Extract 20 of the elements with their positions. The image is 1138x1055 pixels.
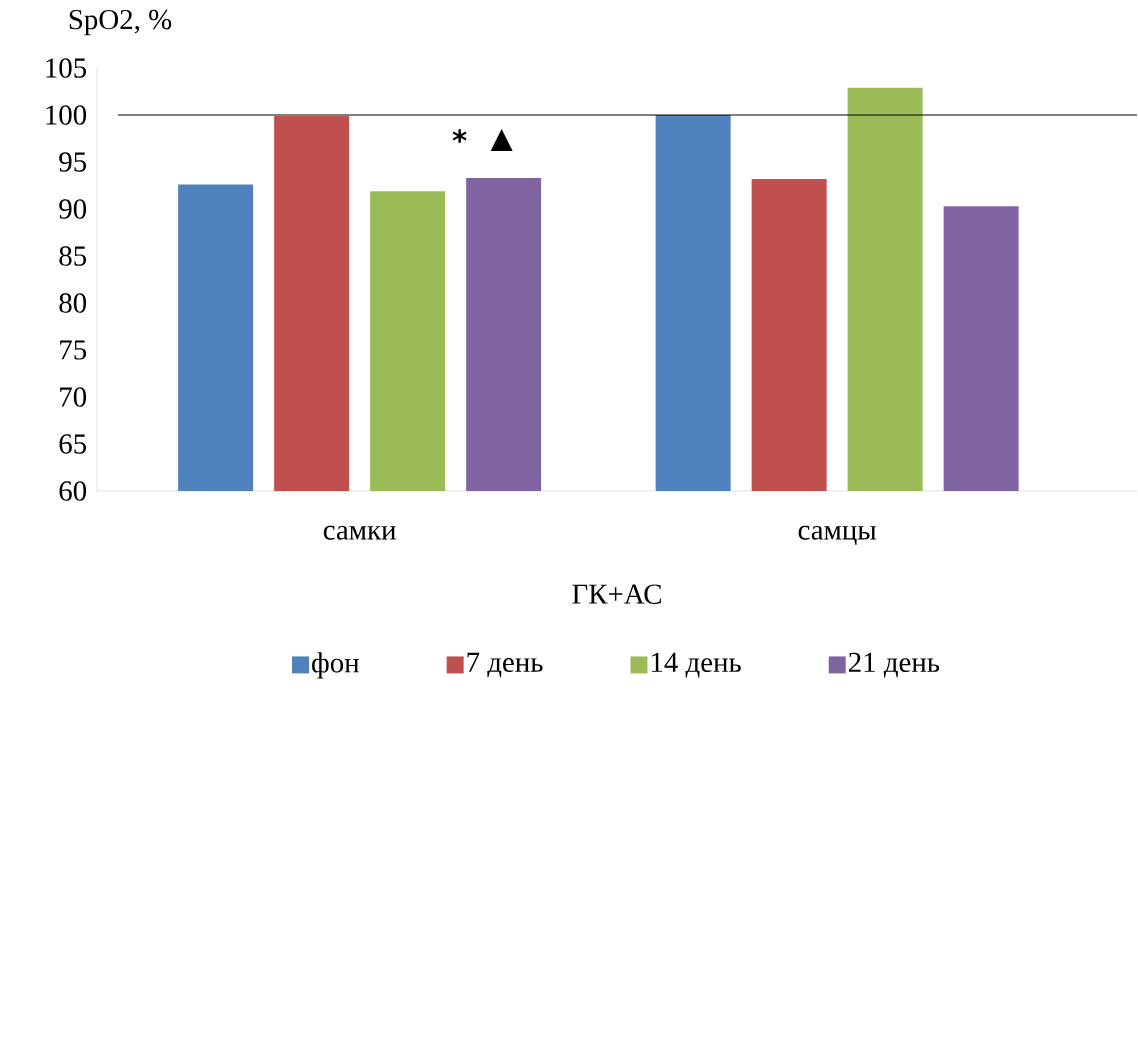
x-tick-label: самки: [323, 525, 396, 540]
legend-label: 7 день: [467, 652, 543, 678]
x-axis-title: ГК+АС: [572, 584, 661, 604]
y-tick-label: 95: [59, 152, 87, 172]
y-tick-label: 60: [59, 481, 87, 501]
legend-label: 21 день: [848, 652, 940, 678]
y-tick-label: 70: [60, 387, 87, 407]
y-tick-label: 85: [59, 246, 87, 266]
legend-label: 14 день: [652, 652, 741, 678]
y-axis-title: SpO2, %: [69, 9, 172, 35]
y-tick-label: 100: [46, 105, 87, 125]
annotation: *: [452, 129, 467, 143]
y-tick-label: 105: [46, 58, 87, 78]
annotation: ▲: [490, 128, 513, 151]
y-tick-label: 90: [59, 199, 87, 219]
y-tick-label: 75: [60, 340, 87, 360]
y-tick-label: 65: [59, 434, 87, 454]
x-tick-label: самцы: [798, 525, 877, 545]
legend-label: фон: [312, 652, 359, 679]
y-tick-label: 80: [59, 293, 87, 313]
